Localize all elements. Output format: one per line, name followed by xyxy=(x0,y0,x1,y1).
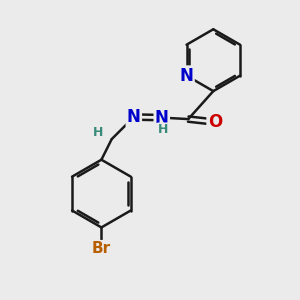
Text: Br: Br xyxy=(92,241,111,256)
Text: N: N xyxy=(155,109,169,127)
Text: H: H xyxy=(158,124,168,136)
Text: N: N xyxy=(180,67,194,85)
Text: O: O xyxy=(208,113,222,131)
Text: H: H xyxy=(92,126,103,139)
Text: N: N xyxy=(127,108,141,126)
